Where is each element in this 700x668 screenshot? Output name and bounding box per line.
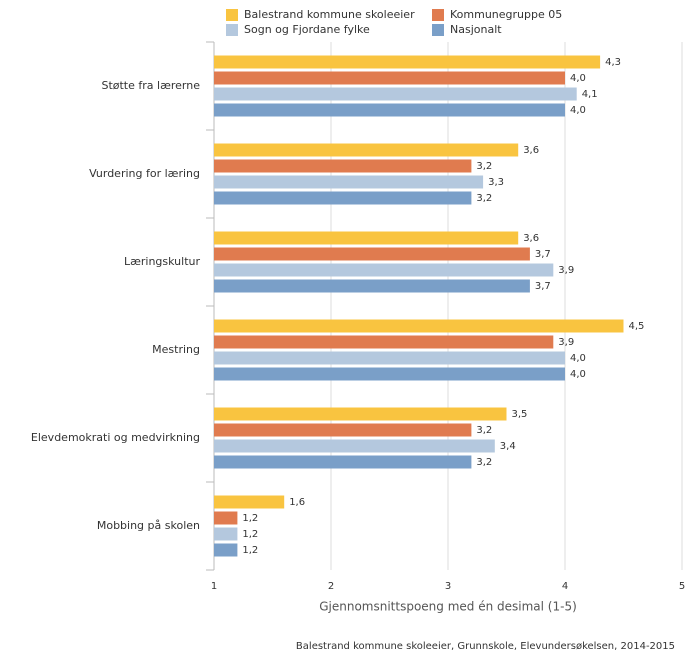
value-label: 1,6 [289, 497, 305, 508]
value-label: 4,3 [605, 57, 621, 68]
value-label: 1,2 [242, 529, 258, 540]
bar [214, 191, 472, 205]
x-tick-label: 1 [211, 581, 217, 592]
x-tick-label: 4 [562, 581, 568, 592]
y-tick-label: Vurdering for læring [89, 167, 200, 180]
value-label: 4,0 [570, 73, 586, 84]
value-label: 4,0 [570, 105, 586, 116]
value-label: 3,4 [500, 441, 516, 452]
source: Balestrand kommune skoleeier, Grunnskole… [296, 641, 675, 652]
value-label: 4,0 [570, 369, 586, 380]
x-axis-title: Gjennomsnittspoeng med én desimal (1-5) [319, 600, 577, 614]
value-label: 1,2 [242, 513, 258, 524]
y-tick-label: Mestring [152, 343, 200, 356]
bar [214, 103, 565, 117]
value-label: 3,5 [512, 409, 528, 420]
value-label: 3,2 [476, 425, 492, 436]
bar [214, 159, 472, 173]
x-tick-label: 2 [328, 581, 334, 592]
bar [214, 71, 565, 85]
legend-label: Kommunegruppe 05 [450, 8, 562, 21]
value-label: 3,2 [476, 193, 492, 204]
bar [214, 351, 565, 365]
x-tick-label: 3 [445, 581, 451, 592]
value-label: 3,6 [523, 233, 539, 244]
legend-label: Sogn og Fjordane fylke [244, 23, 370, 36]
value-label: 3,7 [535, 281, 551, 292]
bar [214, 247, 530, 261]
value-label: 3,9 [558, 337, 574, 348]
bar [214, 175, 484, 189]
bar [214, 495, 285, 509]
bar [214, 439, 495, 453]
y-tick-label: Støtte fra lærerne [101, 79, 200, 92]
bar [214, 231, 519, 245]
value-label: 3,7 [535, 249, 551, 260]
bar [214, 367, 565, 381]
bar [214, 143, 519, 157]
bar [214, 279, 530, 293]
bar [214, 87, 577, 101]
y-tick-label: Elevdemokrati og medvirkning [31, 431, 200, 444]
bar [214, 263, 554, 277]
legend-swatch [432, 24, 444, 36]
value-label: 4,0 [570, 353, 586, 364]
bar [214, 423, 472, 437]
value-label: 3,2 [476, 457, 492, 468]
bar [214, 407, 507, 421]
y-tick-label: Læringskultur [124, 255, 201, 268]
legend-swatch [226, 24, 238, 36]
bar [214, 543, 238, 557]
legend-swatch [432, 9, 444, 21]
y-tick-label: Mobbing på skolen [97, 519, 200, 532]
bar [214, 527, 238, 541]
x-tick-label: 5 [679, 581, 685, 592]
value-label: 4,1 [582, 89, 598, 100]
bar [214, 511, 238, 525]
value-label: 3,3 [488, 177, 504, 188]
legend-swatch [226, 9, 238, 21]
value-label: 3,2 [476, 161, 492, 172]
legend-label: Balestrand kommune skoleeier [244, 8, 415, 21]
bar [214, 455, 472, 469]
bar [214, 335, 554, 349]
bar [214, 319, 624, 333]
value-label: 4,5 [629, 321, 645, 332]
bar [214, 55, 601, 69]
value-label: 3,6 [523, 145, 539, 156]
legend-label: Nasjonalt [450, 23, 502, 36]
value-label: 3,9 [558, 265, 574, 276]
value-label: 1,2 [242, 545, 258, 556]
